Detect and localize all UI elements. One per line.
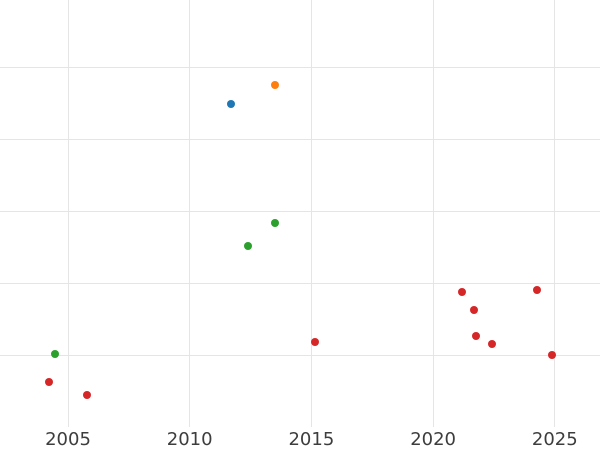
scatter-point-red bbox=[458, 287, 467, 296]
gridline-horizontal bbox=[0, 210, 600, 212]
x-axis: 2005 2010 2015 2020 2025 bbox=[0, 427, 600, 450]
gridline-vertical bbox=[554, 0, 556, 427]
x-tick-label: 2025 bbox=[531, 429, 578, 450]
scatter-point-blue bbox=[227, 99, 236, 108]
scatter-point-red bbox=[472, 331, 481, 340]
scatter-point-red bbox=[470, 305, 479, 314]
gridline-vertical bbox=[432, 0, 434, 427]
x-tick-label: 2010 bbox=[166, 429, 213, 450]
gridline-horizontal bbox=[0, 282, 600, 284]
gridline-vertical bbox=[189, 0, 191, 427]
scatter-point-red bbox=[83, 391, 92, 400]
scatter-point-red bbox=[487, 340, 496, 349]
gridline-horizontal bbox=[0, 354, 600, 356]
scatter-point-red bbox=[44, 377, 53, 386]
scatter-point-red bbox=[548, 351, 557, 359]
scatter-point-red bbox=[311, 338, 320, 347]
scatter-point-orange bbox=[270, 81, 279, 89]
gridline-vertical bbox=[310, 0, 312, 427]
gridline-horizontal bbox=[0, 138, 600, 140]
x-tick-label: 2005 bbox=[45, 429, 91, 450]
scatter-point-green bbox=[270, 219, 279, 228]
gridline-horizontal bbox=[0, 66, 600, 68]
x-tick-label: 2020 bbox=[410, 429, 456, 450]
plot-area bbox=[0, 0, 600, 427]
gridline-vertical bbox=[67, 0, 69, 427]
x-tick-label: 2015 bbox=[288, 429, 335, 450]
scatter-point-green bbox=[50, 350, 59, 359]
scatter-point-red bbox=[533, 286, 542, 295]
scatter-point-green bbox=[244, 241, 253, 250]
